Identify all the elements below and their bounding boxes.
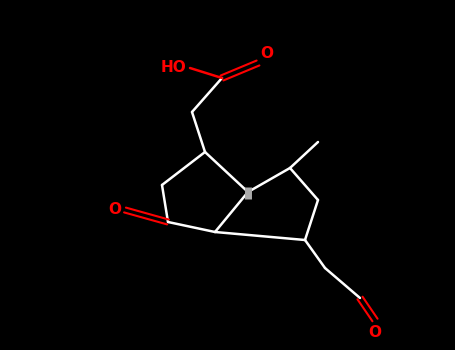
Text: O: O <box>260 46 273 61</box>
Text: O: O <box>369 325 381 340</box>
Text: O: O <box>108 203 121 217</box>
Text: HO: HO <box>161 61 187 76</box>
